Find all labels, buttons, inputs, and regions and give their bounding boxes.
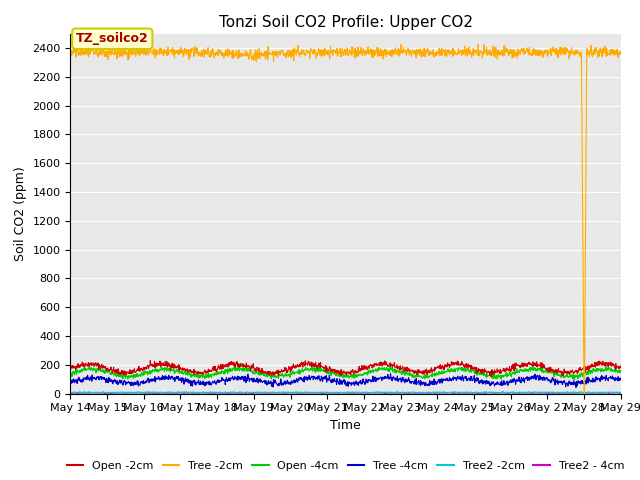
Title: Tonzi Soil CO2 Profile: Upper CO2: Tonzi Soil CO2 Profile: Upper CO2 (219, 15, 472, 30)
Text: TZ_soilco2: TZ_soilco2 (76, 32, 148, 45)
Y-axis label: Soil CO2 (ppm): Soil CO2 (ppm) (14, 166, 27, 261)
X-axis label: Time: Time (330, 419, 361, 432)
Legend: Open -2cm, Tree -2cm, Open -4cm, Tree -4cm, Tree2 -2cm, Tree2 - 4cm: Open -2cm, Tree -2cm, Open -4cm, Tree -4… (62, 457, 629, 476)
